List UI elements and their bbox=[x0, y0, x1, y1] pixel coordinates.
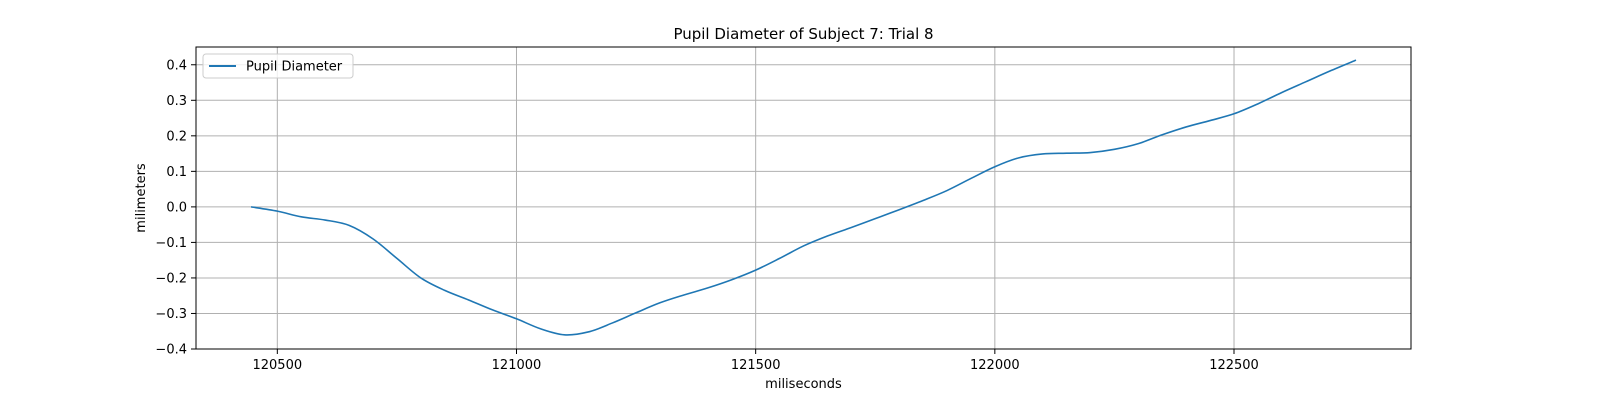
x-axis-title: miliseconds bbox=[765, 377, 842, 392]
x-tick-label: 121500 bbox=[731, 358, 781, 373]
chart-title: Pupil Diameter of Subject 7: Trial 8 bbox=[673, 25, 933, 43]
x-tick-label: 122500 bbox=[1209, 358, 1259, 373]
y-tick-label: 0.2 bbox=[166, 129, 187, 144]
y-tick-label: 0.3 bbox=[166, 94, 187, 109]
y-tick-label: −0.1 bbox=[155, 236, 187, 251]
x-tick-label: 122000 bbox=[970, 358, 1020, 373]
legend-box bbox=[202, 53, 354, 79]
y-tick-label: −0.2 bbox=[155, 271, 187, 286]
x-tick-label: 120500 bbox=[252, 358, 302, 373]
y-tick-label: −0.3 bbox=[155, 307, 187, 322]
legend: Pupil Diameter bbox=[202, 53, 354, 79]
series-layer bbox=[250, 59, 1357, 336]
legend-label: Pupil Diameter bbox=[246, 60, 343, 75]
y-tick-label: 0.1 bbox=[166, 165, 187, 180]
y-axis-title: milimeters bbox=[134, 163, 149, 233]
y-tick-label: −0.4 bbox=[155, 343, 187, 358]
series-line-pupil-diameter bbox=[250, 59, 1357, 336]
plot-frame bbox=[195, 46, 1412, 350]
grid bbox=[196, 47, 1411, 350]
x-tick-label: 121000 bbox=[492, 358, 542, 373]
ticks: 120500 121000 121500 122000 122500 −0.4 −0.3 −0… bbox=[155, 58, 1258, 373]
y-tick-label: 0.4 bbox=[166, 58, 187, 73]
y-tick-label: 0.0 bbox=[166, 200, 187, 215]
